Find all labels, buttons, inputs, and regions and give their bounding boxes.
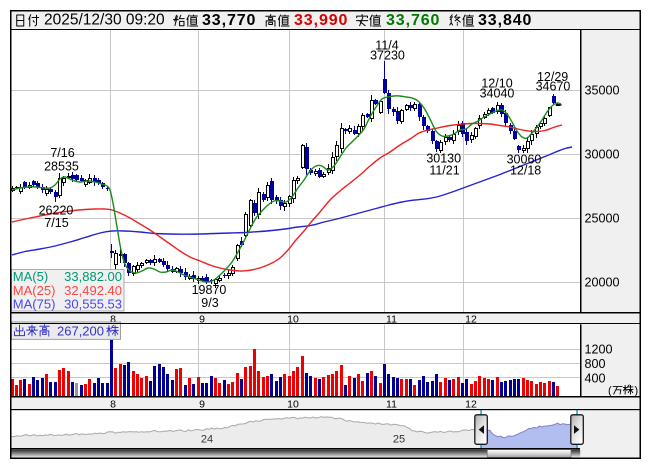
svg-text:34670: 34670 bbox=[536, 79, 571, 93]
svg-text:(: ( bbox=[608, 385, 612, 397]
svg-text:8: 8 bbox=[110, 313, 116, 325]
svg-text:35000: 35000 bbox=[585, 84, 620, 98]
svg-text:33,882.00: 33,882.00 bbox=[64, 269, 122, 284]
svg-text:28535: 28535 bbox=[44, 159, 79, 173]
svg-text:37230: 37230 bbox=[370, 49, 405, 63]
svg-text:33,990: 33,990 bbox=[294, 12, 348, 29]
svg-text:800: 800 bbox=[585, 357, 606, 371]
svg-text:9: 9 bbox=[199, 313, 205, 325]
svg-text:9: 9 bbox=[199, 398, 205, 410]
svg-text:MA(25): MA(25) bbox=[13, 283, 56, 298]
svg-text:MA(5): MA(5) bbox=[13, 269, 48, 284]
svg-text:33,770: 33,770 bbox=[202, 12, 256, 29]
svg-text:1200: 1200 bbox=[585, 343, 613, 357]
svg-text:MA(75): MA(75) bbox=[13, 297, 56, 312]
svg-text:7/15: 7/15 bbox=[44, 216, 68, 230]
svg-text:): ) bbox=[635, 385, 639, 397]
svg-text:30,555.53: 30,555.53 bbox=[64, 297, 122, 312]
svg-text:24: 24 bbox=[201, 434, 213, 446]
svg-text:11/4: 11/4 bbox=[375, 38, 398, 52]
svg-text:7/16: 7/16 bbox=[50, 146, 74, 160]
svg-text:26220: 26220 bbox=[39, 204, 74, 218]
svg-text:267,200: 267,200 bbox=[57, 323, 104, 338]
svg-text:30000: 30000 bbox=[585, 148, 620, 162]
svg-text:33,840: 33,840 bbox=[478, 12, 532, 29]
svg-text:400: 400 bbox=[585, 372, 606, 386]
svg-text:33,760: 33,760 bbox=[386, 12, 440, 29]
svg-text:12: 12 bbox=[465, 313, 477, 325]
svg-text:11: 11 bbox=[386, 313, 397, 325]
svg-text:34040: 34040 bbox=[480, 86, 515, 100]
svg-text:2025/12/30 09:20: 2025/12/30 09:20 bbox=[44, 12, 165, 29]
svg-text:19870: 19870 bbox=[192, 283, 227, 297]
svg-text:30130: 30130 bbox=[426, 152, 461, 166]
svg-text:10: 10 bbox=[287, 313, 299, 325]
svg-text:12/10: 12/10 bbox=[481, 76, 512, 90]
svg-text:10: 10 bbox=[287, 398, 299, 410]
svg-text:12/29: 12/29 bbox=[537, 70, 568, 84]
svg-text:8: 8 bbox=[110, 398, 116, 410]
svg-text:32,492.40: 32,492.40 bbox=[64, 283, 122, 298]
svg-text:25000: 25000 bbox=[585, 212, 620, 226]
svg-text:30060: 30060 bbox=[507, 153, 542, 167]
svg-text:25: 25 bbox=[393, 434, 405, 446]
svg-text:11/21: 11/21 bbox=[429, 164, 459, 178]
svg-text:20000: 20000 bbox=[585, 276, 620, 290]
svg-text:12: 12 bbox=[465, 398, 477, 410]
svg-text:9/3: 9/3 bbox=[201, 296, 218, 310]
svg-text:11: 11 bbox=[386, 398, 397, 410]
svg-text:12/18: 12/18 bbox=[510, 164, 541, 178]
